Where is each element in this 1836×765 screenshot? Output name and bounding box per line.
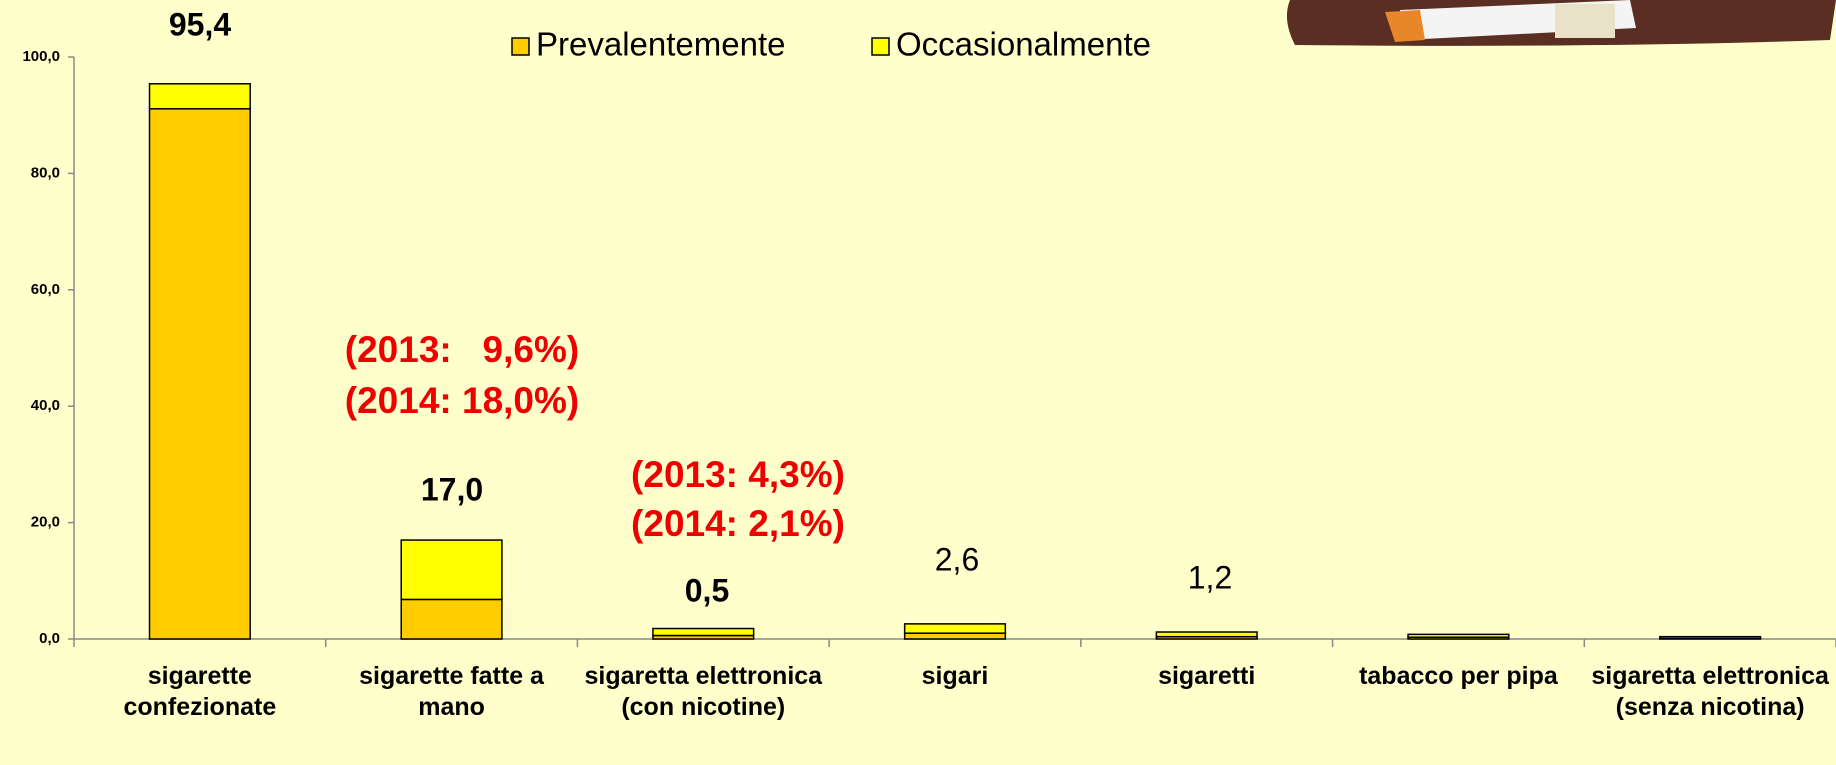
annotation: 0,5 <box>685 572 729 608</box>
bar-segment <box>1408 634 1509 637</box>
annotation: (2013: 9,6%) <box>345 329 579 370</box>
x-tick-label: tabacco per pipa <box>1338 661 1578 692</box>
y-tick-label: 60,0 <box>31 281 60 298</box>
x-tick-label: sigaretta elettronica (senza nicotina) <box>1590 661 1830 723</box>
y-tick-label: 40,0 <box>31 397 60 414</box>
annotation: 1,2 <box>1188 559 1232 595</box>
bar-segment <box>401 540 502 599</box>
x-tick-label: sigaretta elettronica (con nicotine) <box>583 661 823 723</box>
bar-segment <box>653 629 754 636</box>
chart: 0,0 20,0 40,0 60,0 80,0 100,0 Prevalentemente O… <box>0 0 1836 765</box>
annotation: (2014: 2,1%) <box>631 503 845 544</box>
cigar-picture <box>1287 0 1836 46</box>
bar-segment <box>401 599 502 639</box>
bar-segment <box>150 109 251 639</box>
y-tick-label: 20,0 <box>31 514 60 531</box>
legend-label: Prevalentemente <box>536 26 785 63</box>
legend-swatch <box>512 38 529 55</box>
x-tick-label: sigaretti <box>1087 661 1327 692</box>
legend-label: Occasionalmente <box>896 26 1151 63</box>
page: 0,0 20,0 40,0 60,0 80,0 100,0 Prevalentemente O… <box>0 0 1836 765</box>
annotation: 17,0 <box>421 471 483 507</box>
y-tick-label: 80,0 <box>31 164 60 181</box>
annotation: 95,4 <box>169 6 231 42</box>
y-tick-label: 100,0 <box>22 48 60 65</box>
bar-segment <box>1660 637 1761 639</box>
legend-swatch <box>872 38 889 55</box>
bar-segment <box>905 633 1006 639</box>
x-tick-label: sigarette fatte a mano <box>332 661 572 723</box>
y-tick-label: 0,0 <box>39 630 60 647</box>
bar-segment <box>150 84 251 109</box>
annotation: (2013: 4,3%) <box>631 454 845 495</box>
x-tick-label: sigarette confezionate <box>80 661 320 723</box>
bar-segment <box>905 624 1006 633</box>
annotation: (2014: 18,0%) <box>345 380 579 421</box>
annotation: 2,6 <box>935 541 979 577</box>
bar-segment <box>1156 632 1257 637</box>
x-tick-label: sigari <box>835 661 1075 692</box>
